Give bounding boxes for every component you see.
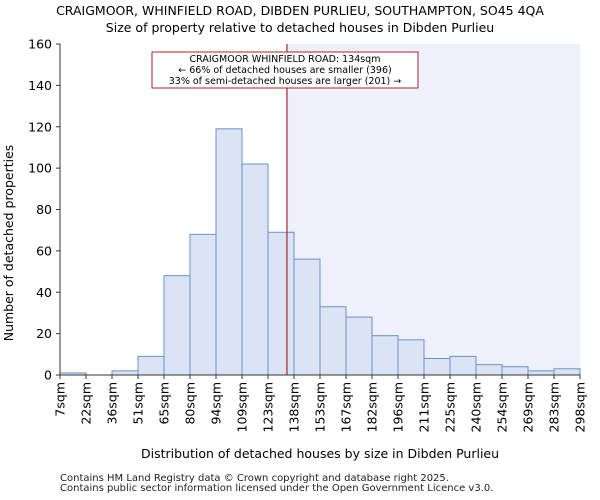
histogram-bar xyxy=(293,258,321,376)
x-tick-label: 7sqm xyxy=(53,382,68,417)
x-tick-label: 254sqm xyxy=(495,382,510,432)
x-tick-label: 182sqm xyxy=(365,382,380,432)
histogram-bar xyxy=(215,128,243,376)
y-tick-label: 20 xyxy=(36,326,52,341)
x-tick-label: 94sqm xyxy=(209,382,224,425)
x-tick-label: 196sqm xyxy=(391,382,406,432)
annotation-line-1: CRAIGMOOR WHINFIELD ROAD: 134sqm xyxy=(190,54,381,65)
histogram-bar xyxy=(501,366,529,376)
x-tick-label: 167sqm xyxy=(339,382,354,432)
x-tick-label: 138sqm xyxy=(287,382,302,432)
y-tick-label: 80 xyxy=(36,202,52,217)
annotation-box: CRAIGMOOR WHINFIELD ROAD: 134sqm ← 66% o… xyxy=(151,51,419,89)
histogram-bar xyxy=(241,163,269,376)
y-tick-label: 60 xyxy=(36,243,52,258)
x-tick-label: 153sqm xyxy=(313,382,328,432)
x-tick-label: 298sqm xyxy=(573,382,588,432)
footer-licence: Contains public sector information licen… xyxy=(60,483,494,494)
histogram-bar xyxy=(111,370,139,376)
x-tick-label: 225sqm xyxy=(443,382,458,432)
x-tick-label: 36sqm xyxy=(105,382,120,425)
footer-copyright: Contains HM Land Registry data © Crown c… xyxy=(60,473,449,484)
x-tick-label: 240sqm xyxy=(469,382,484,432)
histogram-bar xyxy=(553,368,581,376)
x-tick-label: 51sqm xyxy=(131,382,146,425)
y-axis-label: Number of detached properties xyxy=(1,145,16,342)
x-tick-label: 123sqm xyxy=(261,382,276,432)
histogram-bar xyxy=(423,357,451,376)
chart-title: CRAIGMOOR, WHINFIELD ROAD, DIBDEN PURLIE… xyxy=(56,3,544,18)
histogram-bar xyxy=(397,339,425,376)
x-tick-label: 22sqm xyxy=(79,382,94,425)
histogram-bar xyxy=(137,355,165,376)
histogram-bar xyxy=(449,355,477,376)
y-tick-label: 0 xyxy=(44,368,52,383)
chart-subtitle: Size of property relative to detached ho… xyxy=(105,20,495,35)
y-tick-label: 40 xyxy=(36,285,52,300)
x-tick-label: 80sqm xyxy=(183,382,198,425)
annotation-line-3: 33% of semi-detached houses are larger (… xyxy=(169,76,402,87)
histogram-bar xyxy=(189,233,217,376)
x-tick-label: 65sqm xyxy=(157,382,172,425)
y-tick-label: 140 xyxy=(28,78,52,93)
histogram-bar xyxy=(475,364,503,376)
histogram-bar xyxy=(345,316,373,376)
y-tick-label: 100 xyxy=(28,161,52,176)
histogram-bar xyxy=(319,306,347,376)
x-axis-label: Distribution of detached houses by size … xyxy=(141,446,499,461)
histogram-bar xyxy=(163,275,191,376)
histogram-bar xyxy=(267,231,295,376)
x-tick-label: 283sqm xyxy=(547,382,562,432)
histogram-bar xyxy=(527,370,555,376)
x-tick-label: 269sqm xyxy=(521,382,536,432)
annotation-line-2: ← 66% of detached houses are smaller (39… xyxy=(178,65,391,76)
x-tick-label: 211sqm xyxy=(417,382,432,432)
histogram-bar xyxy=(371,335,399,376)
x-tick-label: 109sqm xyxy=(235,382,250,432)
y-tick-label: 160 xyxy=(28,37,52,52)
y-tick-label: 120 xyxy=(28,119,52,134)
